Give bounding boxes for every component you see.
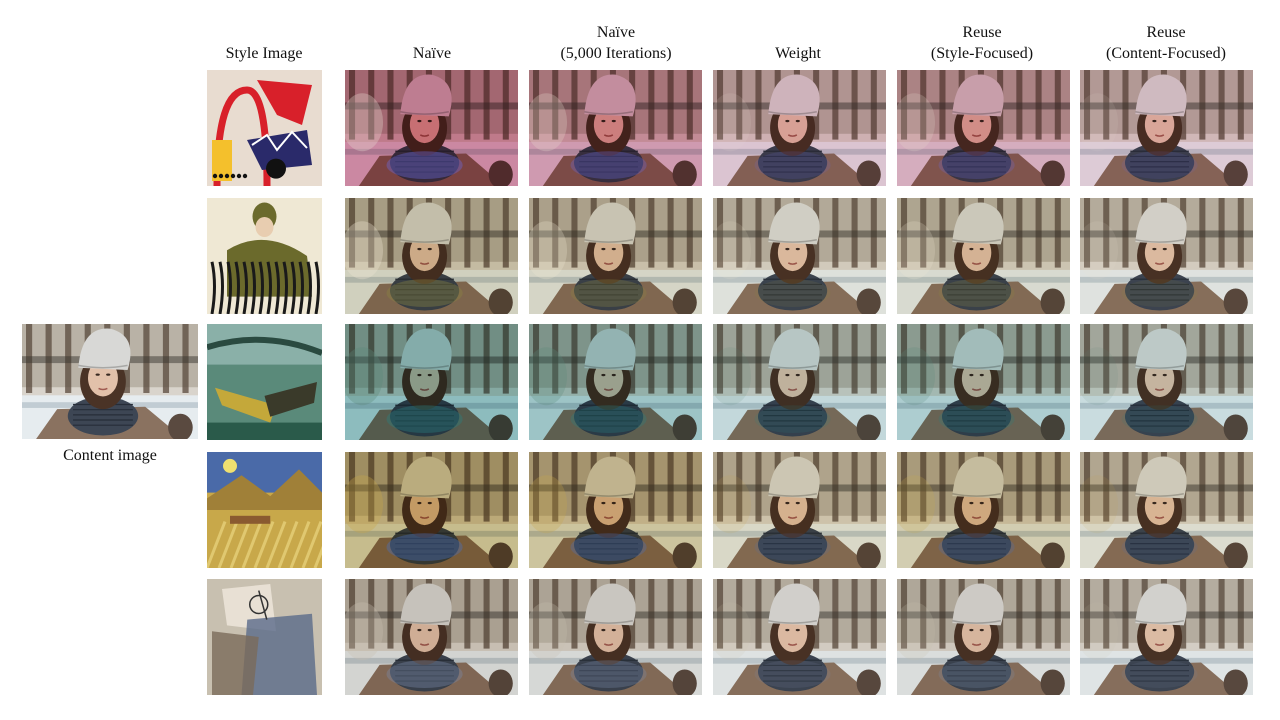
result-image-row3-col5	[1080, 452, 1253, 568]
style-image-landscape	[207, 452, 322, 568]
result-image-row3-col2	[529, 452, 702, 568]
result-image-row4-col3	[713, 579, 886, 695]
result-image-row4-col4	[897, 579, 1070, 695]
result-image-row1-col2	[529, 198, 702, 314]
result-image-row3-col3	[713, 452, 886, 568]
result-image-row3-col4	[897, 452, 1070, 568]
result-image-row0-col2	[529, 70, 702, 186]
result-image-row0-col1	[345, 70, 518, 186]
column-header-line: Naïve	[413, 43, 451, 64]
column-header-line: (Style-Focused)	[931, 43, 1033, 64]
column-header-line: Reuse	[1146, 22, 1185, 43]
result-image-row0-col4	[897, 70, 1070, 186]
result-image-row4-col1	[345, 579, 518, 695]
result-image-row1-col1	[345, 198, 518, 314]
result-image-row3-col1	[345, 452, 518, 568]
column-header-line: (Content-Focused)	[1106, 43, 1226, 64]
column-header-4: Reuse (Style-Focused)	[887, 18, 1077, 64]
result-image-row4-col2	[529, 579, 702, 695]
column-header-1: Naïve	[337, 18, 527, 64]
column-header-line: Reuse	[962, 22, 1001, 43]
content-image	[22, 324, 198, 439]
column-header-5: Reuse (Content-Focused)	[1071, 18, 1261, 64]
column-header-line: Style Image	[226, 43, 303, 64]
style-image-figure-stripes	[207, 198, 322, 314]
column-header-line: Weight	[775, 43, 821, 64]
result-image-row1-col3	[713, 198, 886, 314]
result-image-row1-col4	[897, 198, 1070, 314]
result-image-row4-col5	[1080, 579, 1253, 695]
result-image-row0-col3	[713, 70, 886, 186]
result-image-row2-col1	[345, 324, 518, 440]
column-header-2: Naïve (5,000 Iterations)	[521, 18, 711, 64]
column-header-line: (5,000 Iterations)	[560, 43, 671, 64]
column-header-3: Weight	[703, 18, 893, 64]
result-image-row2-col2	[529, 324, 702, 440]
column-header-0: Style Image	[169, 18, 359, 64]
style-image-abstract	[207, 70, 322, 186]
column-header-line: Naïve	[597, 22, 635, 43]
result-image-row2-col3	[713, 324, 886, 440]
result-image-row0-col5	[1080, 70, 1253, 186]
result-image-row2-col5	[1080, 324, 1253, 440]
result-image-row2-col4	[897, 324, 1070, 440]
result-image-row1-col5	[1080, 198, 1253, 314]
style-image-boats	[207, 324, 322, 440]
style-image-cubist	[207, 579, 322, 695]
content-image-label: Content image	[22, 445, 198, 466]
